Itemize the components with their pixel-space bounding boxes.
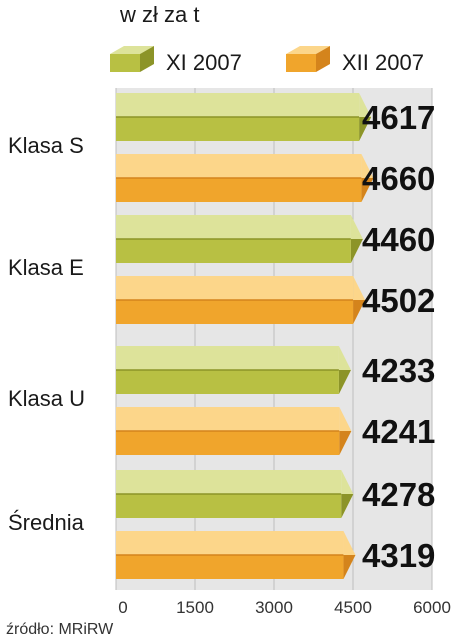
x-tick-label: 3000 bbox=[255, 598, 293, 617]
legend-swatch-side bbox=[316, 46, 330, 72]
bar-face-top bbox=[116, 154, 362, 178]
x-tick-label: 6000 bbox=[413, 598, 451, 617]
bar bbox=[116, 93, 372, 141]
unit-label: w zł za t bbox=[119, 2, 199, 27]
bar bbox=[116, 276, 366, 324]
legend: XI 2007 XII 2007 bbox=[110, 46, 424, 75]
bar-face-top bbox=[116, 470, 342, 494]
bar bbox=[116, 346, 351, 394]
source-note: źródło: MRiRW bbox=[6, 621, 114, 638]
legend-swatch-side bbox=[140, 46, 154, 72]
bar-face-top bbox=[116, 531, 344, 555]
x-tick-label: 4500 bbox=[334, 598, 372, 617]
bar-face-bottom bbox=[116, 117, 360, 141]
legend-item: XII 2007 bbox=[286, 46, 424, 75]
bar-value-label: 4319 bbox=[362, 537, 435, 574]
bar-tip-shade bbox=[361, 178, 374, 202]
bar-face-bottom bbox=[116, 431, 340, 455]
legend-swatch-top bbox=[286, 46, 330, 54]
category-label: Klasa S bbox=[8, 133, 84, 158]
bar-value-label: 4278 bbox=[362, 476, 435, 513]
category-label: Średnia bbox=[8, 510, 85, 535]
x-axis-ticks: 0 1500 3000 4500 6000 bbox=[118, 598, 451, 617]
bar-face-bottom bbox=[116, 300, 354, 324]
bar-face-top bbox=[116, 215, 351, 239]
bar-face-bottom bbox=[116, 494, 342, 518]
category-label: Klasa U bbox=[8, 386, 85, 411]
bar-face-bottom bbox=[116, 178, 362, 202]
x-tick-label: 1500 bbox=[176, 598, 214, 617]
legend-item: XI 2007 bbox=[110, 46, 242, 75]
bar-tip-shade bbox=[350, 239, 363, 263]
bar-value-label: 4502 bbox=[362, 282, 435, 319]
category-labels: Klasa S Klasa E Klasa U Średnia bbox=[8, 133, 85, 535]
bar-tip-shade bbox=[338, 370, 351, 394]
bar-face-bottom bbox=[116, 370, 339, 394]
legend-label: XI 2007 bbox=[166, 50, 242, 75]
bar-tip-shade bbox=[339, 431, 352, 455]
bar-face-top bbox=[116, 276, 354, 300]
bar-value-label: 4233 bbox=[362, 352, 435, 389]
x-tick-label: 0 bbox=[118, 598, 127, 617]
bar bbox=[116, 407, 352, 455]
bar-tip-shade bbox=[341, 494, 354, 518]
bar bbox=[116, 470, 354, 518]
legend-label: XII 2007 bbox=[342, 50, 424, 75]
bars: 4617 4660 4460 4502 4233 4241 4278 4319 bbox=[116, 93, 435, 579]
bar-tip-shade bbox=[353, 300, 366, 324]
bar-face-bottom bbox=[116, 555, 344, 579]
bar-face-top bbox=[116, 407, 340, 431]
bar-value-label: 4660 bbox=[362, 160, 435, 197]
bar-tip-shade bbox=[343, 555, 356, 579]
bar bbox=[116, 154, 374, 202]
bar-tip-shade bbox=[359, 117, 372, 141]
bar-face-top bbox=[116, 346, 339, 370]
bar bbox=[116, 215, 363, 263]
bar-value-label: 4617 bbox=[362, 99, 435, 136]
bar bbox=[116, 531, 356, 579]
bar-value-label: 4460 bbox=[362, 221, 435, 258]
legend-swatch-front bbox=[286, 54, 316, 72]
bar-face-top bbox=[116, 93, 360, 117]
category-label: Klasa E bbox=[8, 255, 84, 280]
bar-face-bottom bbox=[116, 239, 351, 263]
legend-swatch-front bbox=[110, 54, 140, 72]
legend-swatch-top bbox=[110, 46, 154, 54]
bar-value-label: 4241 bbox=[362, 413, 435, 450]
